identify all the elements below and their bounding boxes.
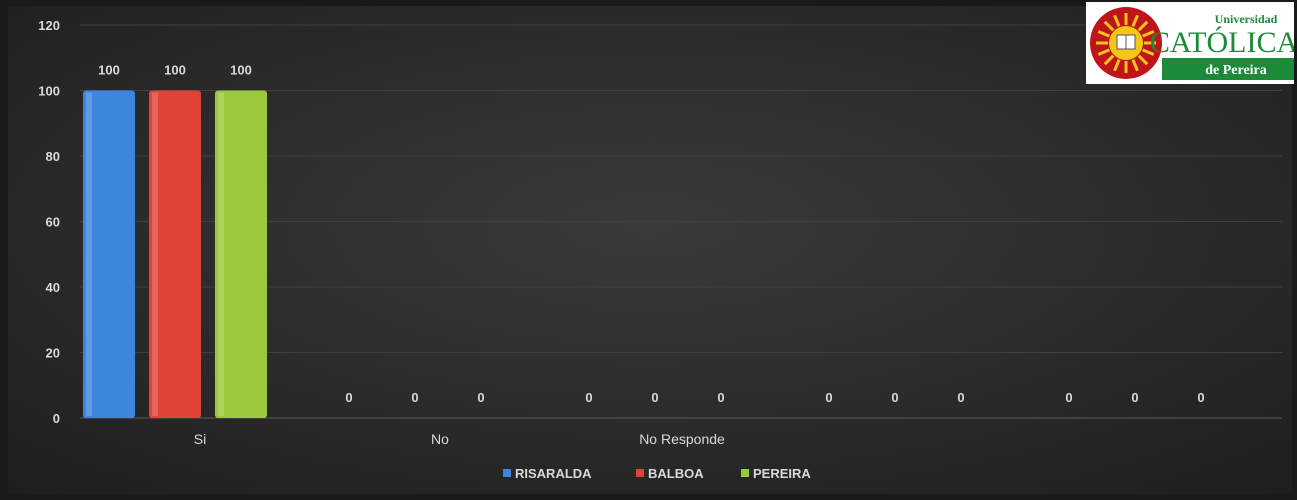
logo-line3: de Pereira (1205, 63, 1267, 78)
legend-label: BALBOA (648, 466, 704, 481)
x-category-label: Si (194, 431, 206, 447)
data-label: 0 (477, 390, 484, 405)
data-label: 0 (825, 390, 832, 405)
data-label: 0 (891, 390, 898, 405)
bar-highlight (86, 93, 92, 417)
legend-swatch (636, 469, 644, 477)
data-label: 0 (1131, 390, 1138, 405)
data-label: 0 (651, 390, 658, 405)
y-tick-label: 100 (38, 84, 60, 99)
data-label: 0 (585, 390, 592, 405)
data-label: 0 (411, 390, 418, 405)
data-label: 0 (345, 390, 352, 405)
logo-line2: CATÓLICA (1150, 26, 1294, 59)
y-tick-label: 60 (46, 215, 60, 230)
data-label: 0 (1197, 390, 1204, 405)
university-logo-graphic: Universidad CATÓLICA de Pereira (1086, 2, 1294, 84)
university-logo: Universidad CATÓLICA de Pereira (1086, 2, 1294, 84)
data-label: 100 (98, 63, 120, 78)
y-tick-label: 80 (46, 149, 60, 164)
bar-highlight (218, 93, 224, 417)
bar-highlight (152, 93, 158, 417)
legend-swatch (741, 469, 749, 477)
legend-label: PEREIRA (753, 466, 811, 481)
legend-swatch (503, 469, 511, 477)
data-label: 0 (957, 390, 964, 405)
x-category-label: No Responde (639, 431, 725, 447)
y-tick-label: 40 (46, 280, 60, 295)
data-label: 100 (230, 63, 252, 78)
data-label: 0 (717, 390, 724, 405)
legend: RISARALDA BALBOA PEREIRA (503, 466, 811, 481)
x-category-label: No (431, 431, 449, 447)
logo-line1: Universidad (1215, 12, 1278, 26)
y-tick-label: 120 (38, 18, 60, 33)
y-tick-label: 20 (46, 346, 60, 361)
y-tick-label: 0 (53, 411, 60, 426)
bars (83, 91, 267, 419)
legend-label: RISARALDA (515, 466, 592, 481)
data-label: 0 (1065, 390, 1072, 405)
data-label: 100 (164, 63, 186, 78)
